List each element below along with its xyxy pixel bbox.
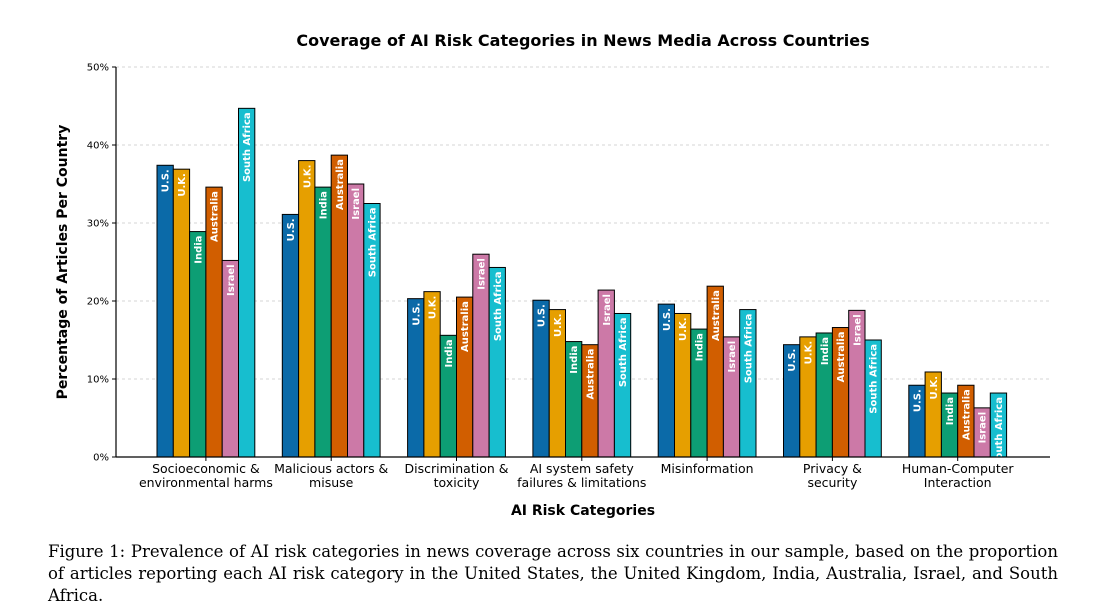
- bar-series-label: U.S.: [411, 303, 422, 326]
- bar-series-label: U.K.: [929, 376, 940, 399]
- bar-series-label: India: [945, 397, 956, 425]
- bar: [156, 164, 174, 458]
- bar-series-label: U.S.: [537, 304, 548, 327]
- bar-series-label: South Africa: [493, 271, 504, 341]
- bar-series-label: India: [820, 337, 831, 365]
- bar-series-label: U.S.: [787, 349, 798, 372]
- bar-series-label: Australia: [961, 389, 972, 440]
- y-tick-label: 30%: [87, 219, 109, 230]
- bar-series-label: Israel: [226, 264, 237, 296]
- bar-series-label: Israel: [602, 294, 613, 326]
- x-tick-label: failures & limitations: [517, 475, 646, 490]
- bar-series-label: U.K.: [803, 341, 814, 364]
- bar-series-label: Australia: [210, 191, 221, 242]
- bar-series-label: U.S.: [161, 169, 172, 192]
- bar-series-label: Australia: [335, 159, 346, 210]
- bar-series-label: Israel: [727, 341, 738, 373]
- bar: [347, 183, 365, 458]
- bar-series-label: U.K.: [428, 296, 439, 319]
- x-tick-label: Socioeconomic &: [152, 461, 260, 476]
- bar: [314, 186, 332, 458]
- bar-chart: Coverage of AI Risk Categories in News M…: [55, 31, 1050, 519]
- x-tick-label: Human-Computer: [902, 461, 1015, 476]
- bar-series-label: U.S.: [286, 218, 297, 241]
- bar-series-label: India: [444, 339, 455, 367]
- bar-series-label: U.S.: [662, 308, 673, 331]
- bar-series-label: Israel: [852, 314, 863, 346]
- y-tick-label: 0%: [93, 453, 109, 464]
- x-tick-label: Discrimination &: [405, 461, 509, 476]
- x-axis-label: AI Risk Categories: [511, 503, 655, 519]
- bar-series-label: Australia: [460, 301, 471, 352]
- bar-series-label: U.S.: [912, 389, 923, 412]
- bars: U.S. U.K. India Australia Israel South Africa…: [156, 107, 1008, 467]
- x-tick-label: environmental harms: [139, 475, 273, 490]
- y-axis-label: Percentage of Articles Per Country: [55, 125, 71, 400]
- chart-title: Coverage of AI Risk Categories in News M…: [296, 31, 869, 50]
- bar-series-label: India: [319, 191, 330, 219]
- bar-series-label: U.K.: [678, 317, 689, 340]
- bar-series-label: Israel: [476, 258, 487, 290]
- x-tick-label: Privacy &: [803, 461, 862, 476]
- x-tick-label: Malicious actors &: [274, 461, 388, 476]
- bar-series-label: South Africa: [743, 314, 754, 384]
- bar-series-label: India: [569, 346, 580, 374]
- figure-caption: Figure 1: Prevalence of AI risk categori…: [48, 542, 1058, 605]
- x-tick-label: AI system safety: [530, 461, 635, 476]
- axes: 0% 10% 20% 30% 40% 50% Socioeconomic &environm…: [87, 63, 1050, 490]
- y-tick-label: 20%: [87, 297, 109, 308]
- bar: [281, 213, 300, 458]
- bar: [172, 168, 191, 458]
- bar-series-label: U.K.: [302, 165, 313, 188]
- bar-series-label: Israel: [351, 188, 362, 220]
- bar-series-label: Australia: [585, 349, 596, 400]
- bar-series-label: Australia: [836, 332, 847, 383]
- bar: [298, 160, 316, 458]
- bar-series-label: South Africa: [618, 317, 629, 387]
- x-tick-label: security: [807, 475, 858, 490]
- bar-series-label: South Africa: [869, 344, 880, 414]
- bar-series-label: Australia: [711, 290, 722, 341]
- bar-series-label: India: [694, 333, 705, 361]
- x-tick-label: misuse: [309, 475, 354, 490]
- bar: [189, 231, 207, 458]
- bar-series-label: South Africa: [242, 112, 253, 182]
- bar-series-label: U.K.: [177, 173, 188, 196]
- bar-series-label: South Africa: [994, 397, 1005, 467]
- bar-series-label: Israel: [978, 412, 989, 444]
- bar-series-label: India: [193, 236, 204, 264]
- x-tick-label: Misinformation: [661, 461, 754, 476]
- y-tick-label: 50%: [87, 63, 109, 74]
- bar-series-label: South Africa: [367, 208, 378, 278]
- bar-series-label: U.K.: [553, 314, 564, 337]
- x-tick-label: toxicity: [434, 475, 480, 490]
- x-tick-label: Interaction: [924, 475, 992, 490]
- y-tick-label: 10%: [87, 375, 109, 386]
- y-tick-label: 40%: [87, 141, 109, 152]
